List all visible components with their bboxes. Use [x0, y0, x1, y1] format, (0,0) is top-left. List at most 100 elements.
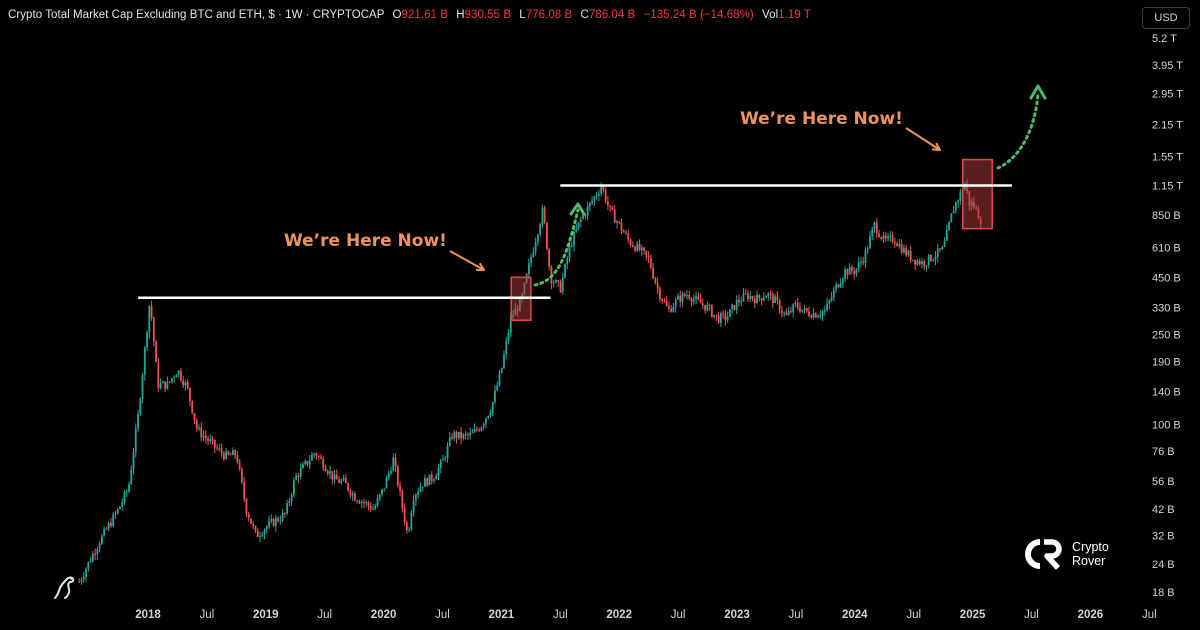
- x-tick-label: 2021: [489, 609, 515, 621]
- candle-up: [957, 200, 960, 203]
- candle-down: [758, 294, 761, 298]
- candle-up: [541, 207, 544, 225]
- candle-up: [274, 518, 277, 526]
- projection-arrowhead-left: [569, 202, 586, 216]
- candle-down: [814, 313, 817, 318]
- callout-left: We’re Here Now!: [284, 231, 447, 251]
- candle-down: [331, 471, 334, 480]
- y-tick-label: 3.95 T: [1152, 60, 1183, 72]
- candle-up: [281, 513, 284, 521]
- candle-down: [679, 295, 682, 302]
- candle-up: [132, 452, 135, 470]
- candle-up: [410, 512, 413, 530]
- candle-down: [150, 305, 153, 318]
- candle-down: [629, 239, 632, 246]
- candle-up: [329, 471, 331, 474]
- candle-up: [597, 193, 600, 196]
- candle-down: [213, 439, 216, 448]
- candle-up: [817, 315, 819, 318]
- candle-up: [835, 284, 838, 290]
- candle-down: [643, 247, 645, 251]
- candle-up: [446, 445, 449, 458]
- candle-up: [826, 303, 828, 310]
- candle-up: [823, 309, 826, 312]
- candle-up: [494, 390, 496, 403]
- candle-up: [469, 432, 472, 435]
- y-tick-label: 1.55 T: [1152, 151, 1183, 163]
- x-tick-label: Jul: [671, 609, 686, 621]
- y-tick-label: 56 B: [1152, 476, 1175, 488]
- candle-up: [439, 460, 442, 468]
- candle-down: [189, 387, 191, 401]
- candle-up: [462, 434, 465, 439]
- candle-down: [683, 293, 686, 296]
- candle-up: [527, 263, 530, 274]
- candle-up: [408, 529, 411, 531]
- candle-up: [435, 476, 438, 480]
- candle-up: [87, 561, 90, 569]
- candle-up: [428, 474, 431, 486]
- candle-up: [137, 413, 139, 429]
- candle-down: [168, 381, 171, 383]
- candle-up: [934, 256, 937, 260]
- candle-up: [681, 293, 684, 302]
- candle-up: [444, 457, 447, 460]
- candle-up: [749, 296, 752, 300]
- dinosaur-icon: [54, 576, 75, 599]
- candle-up: [959, 191, 962, 201]
- candle-up: [582, 215, 584, 219]
- candle-up: [89, 561, 92, 563]
- x-tick-label: Jul: [789, 609, 804, 621]
- candle-up: [448, 437, 451, 446]
- candle-up: [925, 265, 928, 267]
- candle-up: [259, 535, 261, 537]
- candle-down: [326, 471, 329, 474]
- candle-up: [171, 378, 173, 382]
- candle-down: [656, 282, 659, 289]
- y-tick-label: 24 B: [1152, 559, 1175, 571]
- candle-up: [175, 374, 178, 378]
- candle-down: [625, 232, 627, 234]
- candle-down: [354, 493, 356, 501]
- candle-down: [799, 307, 801, 312]
- candle-down: [699, 299, 702, 304]
- candle-up: [480, 427, 483, 431]
- candle-down: [939, 248, 941, 250]
- x-tick-label: Jul: [553, 609, 568, 621]
- candle-down: [460, 431, 462, 439]
- candle-down: [880, 237, 883, 240]
- candle-up: [415, 494, 417, 501]
- x-tick-label: Jul: [1024, 609, 1039, 621]
- candle-down: [690, 298, 693, 302]
- candle-down: [426, 478, 429, 486]
- candle-up: [600, 187, 603, 194]
- candle-up: [561, 277, 564, 293]
- candle-down: [182, 380, 185, 386]
- candle-up: [85, 568, 87, 577]
- y-tick-label: 2.95 T: [1152, 88, 1183, 100]
- candle-down: [875, 222, 878, 234]
- candle-up: [387, 472, 390, 478]
- candle-down: [914, 259, 917, 265]
- candle-down: [724, 313, 727, 320]
- candle-up: [713, 314, 716, 317]
- candle-up: [677, 295, 679, 300]
- candle-up: [116, 509, 119, 514]
- candle-down: [708, 304, 711, 306]
- candle-down: [227, 451, 230, 455]
- candle-down: [455, 432, 458, 439]
- candle-down: [790, 311, 792, 313]
- candle-up: [742, 293, 745, 302]
- candle-up: [595, 195, 598, 197]
- candle-down: [324, 468, 327, 472]
- candle-up: [812, 313, 815, 318]
- candle-down: [451, 437, 453, 439]
- candle-up: [392, 457, 395, 472]
- candle-up: [887, 236, 889, 239]
- candle-down: [430, 474, 433, 481]
- currency-button[interactable]: USD: [1142, 7, 1190, 29]
- candle-up: [96, 548, 99, 555]
- candle-down: [216, 447, 218, 449]
- candle-down: [930, 254, 932, 261]
